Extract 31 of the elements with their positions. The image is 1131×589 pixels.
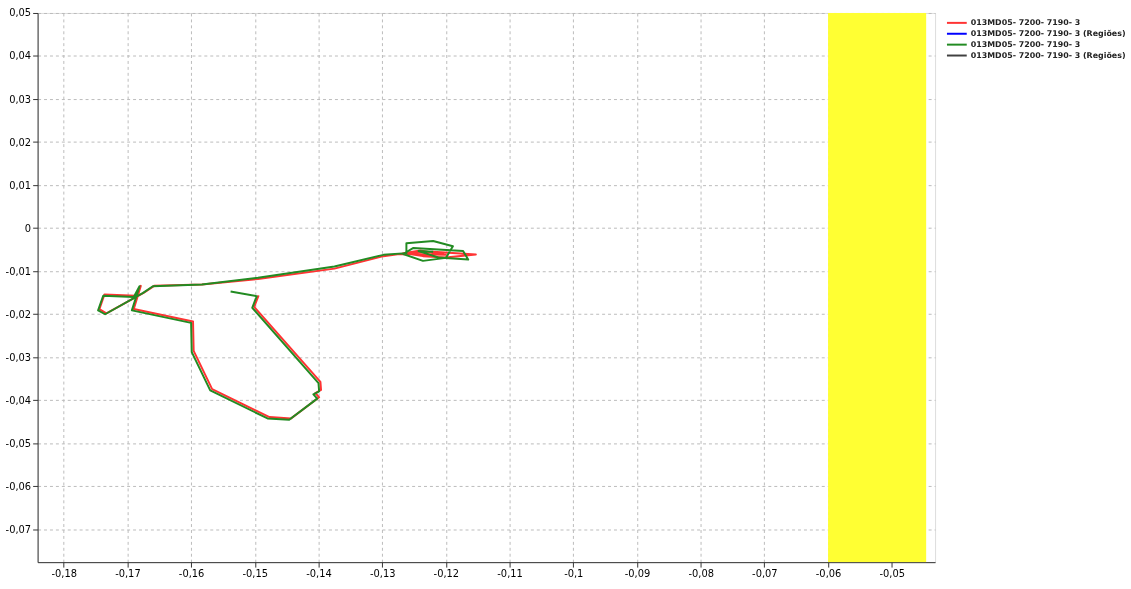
x-tick-label: -0,18 bbox=[51, 568, 77, 580]
y-tick-label: 0 bbox=[24, 222, 32, 234]
y-tick-label: 0,03 bbox=[9, 93, 32, 105]
legend-label: 013MD05- 7200- 7190- 3 (Regiões) bbox=[970, 28, 1126, 38]
y-tick-label: -0,04 bbox=[5, 394, 32, 406]
x-tick-label: -0,15 bbox=[242, 568, 269, 580]
y-tick-label: 0,02 bbox=[9, 136, 32, 148]
y-tick-label: -0,03 bbox=[5, 351, 32, 363]
y-tick-label: -0,01 bbox=[5, 265, 32, 277]
x-tick-label: -0,14 bbox=[306, 568, 332, 580]
y-tick-label: 0,05 bbox=[9, 7, 32, 19]
x-tick-label: -0,06 bbox=[815, 568, 842, 580]
x-tick-label: -0,07 bbox=[752, 568, 778, 580]
x-tick-label: -0,11 bbox=[497, 568, 523, 580]
legend-label: 013MD05- 7200- 7190- 3 bbox=[970, 39, 1081, 49]
y-tick-label: -0,07 bbox=[5, 523, 32, 535]
x-tick-label: -0,09 bbox=[624, 568, 651, 580]
x-tick-label: -0,17 bbox=[115, 568, 141, 580]
legend-label: 013MD05- 7200- 7190- 3 (Regiões) bbox=[970, 50, 1126, 60]
y-tick-label: -0,06 bbox=[5, 480, 32, 492]
x-tick-label: -0,05 bbox=[879, 568, 906, 580]
x-tick-label: -0,13 bbox=[369, 568, 396, 580]
legend-label: 013MD05- 7200- 7190- 3 bbox=[970, 17, 1081, 27]
y-tick-label: -0,05 bbox=[5, 437, 32, 449]
x-tick-label: -0,1 bbox=[564, 568, 584, 580]
y-tick-label: -0,02 bbox=[5, 308, 32, 320]
x-tick-label: -0,08 bbox=[688, 568, 714, 580]
x-tick-label: -0,16 bbox=[178, 568, 205, 580]
y-tick-label: 0,04 bbox=[9, 50, 32, 62]
y-tick-label: 0,01 bbox=[9, 179, 32, 191]
x-tick-label: -0,12 bbox=[433, 568, 460, 580]
